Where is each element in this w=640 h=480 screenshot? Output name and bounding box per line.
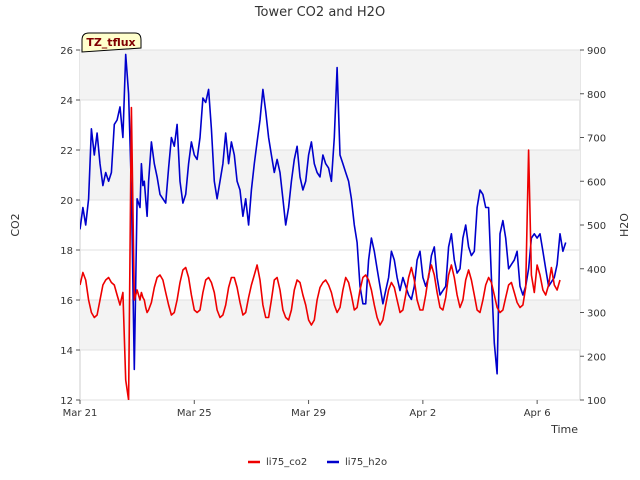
y-left-axis: 12 14 16 18 20 22 24 26	[60, 46, 80, 407]
legend: li75_co2 li75_h2o	[248, 457, 387, 468]
y-left-tick-label: 12	[60, 396, 73, 407]
series-line-li75_co2	[80, 106, 561, 400]
legend-label-li75_h2o: li75_h2o	[345, 457, 387, 468]
y-left-tick-label: 24	[60, 96, 73, 107]
y-right-tick-label: 600	[587, 177, 606, 188]
grid-band	[80, 300, 580, 350]
y-left-tick-label: 18	[60, 246, 73, 257]
x-tick-label: Apr 6	[524, 408, 551, 419]
y-right-tick-label: 900	[587, 46, 606, 57]
y-left-tick-label: 14	[60, 346, 73, 357]
y-left-axis-label: CO2	[9, 213, 22, 236]
site-badge: TZ_tflux	[81, 32, 142, 53]
x-tick-label: Mar 29	[291, 408, 326, 419]
y-left-tick-label: 16	[60, 296, 73, 307]
y-right-axis: 100 200 300 400 500 600 700 800 900	[580, 46, 606, 407]
grid-band	[80, 50, 580, 100]
series-lines	[80, 53, 567, 400]
y-left-tick-label: 26	[60, 46, 73, 57]
site-badge-label: TZ_tflux	[86, 36, 135, 49]
series-line-li75_h2o	[80, 53, 567, 375]
chart-title: Tower CO2 and H2O	[254, 5, 385, 20]
x-tick-label: Mar 25	[177, 408, 212, 419]
y-right-tick-label: 300	[587, 309, 606, 320]
x-axis-label: Time	[550, 423, 578, 436]
x-axis: Mar 21 Mar 25 Mar 29 Apr 2 Apr 6	[63, 400, 551, 419]
legend-label-li75_co2: li75_co2	[266, 457, 307, 468]
y-right-tick-label: 100	[587, 396, 606, 407]
y-right-tick-label: 800	[587, 90, 606, 101]
y-left-tick-label: 20	[60, 196, 73, 207]
x-tick-label: Mar 21	[63, 408, 98, 419]
x-tick-label: Apr 2	[409, 408, 436, 419]
y-right-tick-label: 500	[587, 221, 606, 232]
y-right-tick-label: 400	[587, 265, 606, 276]
y-right-tick-label: 700	[587, 134, 606, 145]
y-right-tick-label: 200	[587, 352, 606, 363]
y-left-tick-label: 22	[60, 146, 73, 157]
y-right-axis-label: H2O	[618, 213, 631, 237]
grid-bands	[80, 49, 580, 401]
